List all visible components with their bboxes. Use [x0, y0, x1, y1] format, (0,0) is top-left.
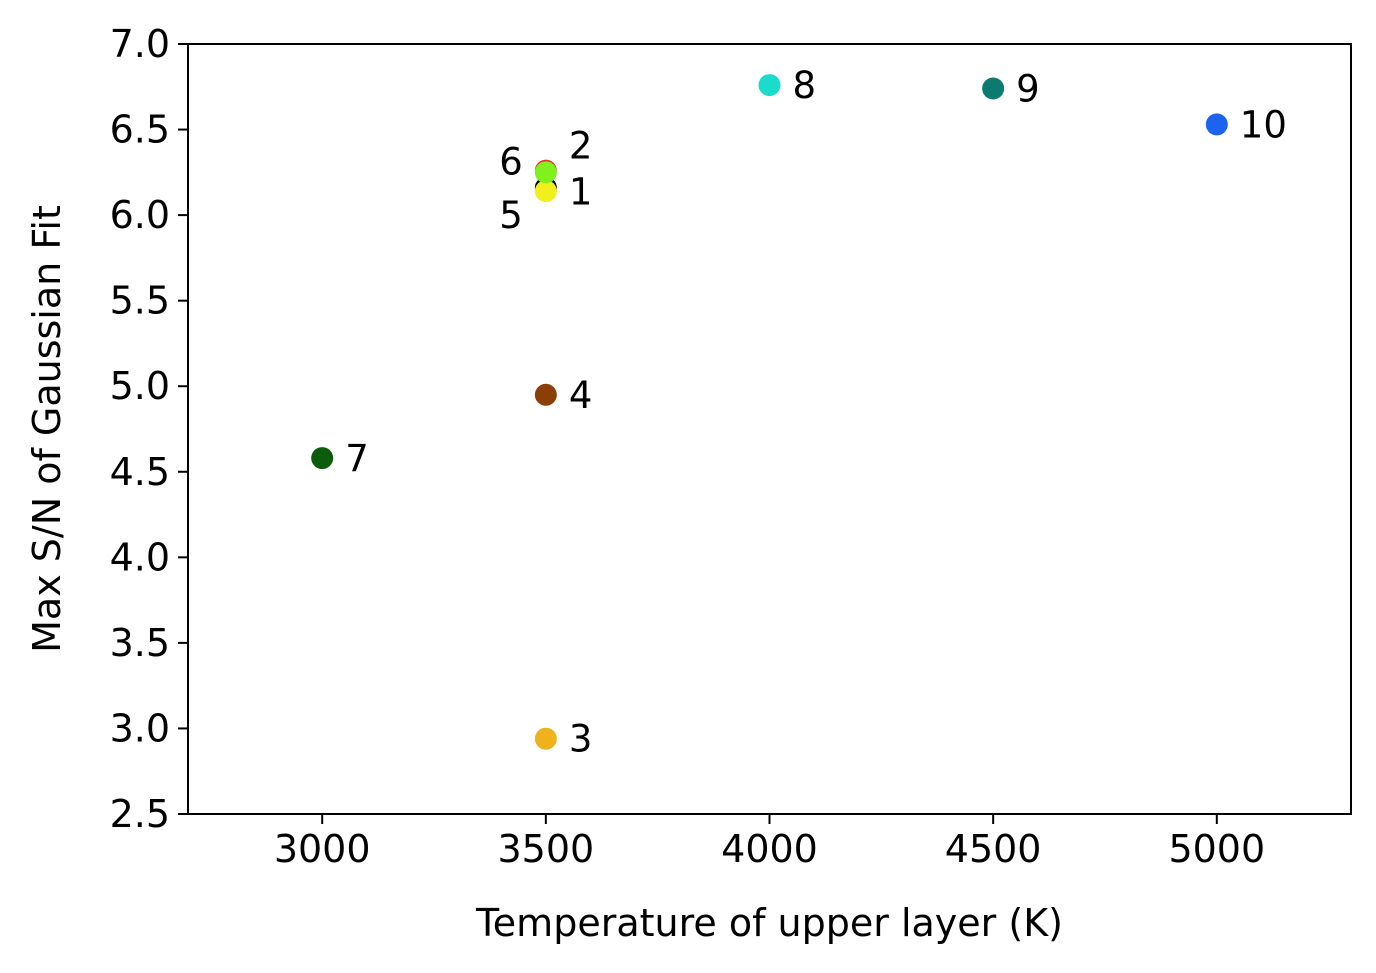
- data-point-label-7: 7: [345, 437, 369, 480]
- data-point-3: [534, 727, 557, 750]
- data-points: [311, 74, 1228, 750]
- x-tick-label: 4500: [945, 827, 1042, 871]
- y-tick-label: 3.0: [110, 706, 170, 750]
- data-point-label-4: 4: [569, 374, 593, 417]
- plot-frame: [187, 43, 1352, 815]
- data-point-label-3: 3: [569, 718, 593, 761]
- data-point-label-2: 2: [569, 125, 593, 168]
- y-tick-label: 3.5: [110, 621, 170, 665]
- data-point-label-9: 9: [1016, 67, 1040, 110]
- data-point-5: [534, 180, 557, 203]
- y-tick-label: 5.0: [110, 364, 170, 408]
- y-tick-label: 2.5: [110, 792, 170, 836]
- data-point-label-5: 5: [499, 194, 523, 237]
- y-tick-label: 4.0: [110, 535, 170, 579]
- x-tick-label: 3500: [497, 827, 594, 871]
- y-tick-label: 7.0: [110, 22, 170, 66]
- y-tick-label: 5.5: [110, 279, 170, 323]
- y-axis: 2.5 3.0 3.5 4.0 4.5 5.0 5.5 6.0 6.5 7.0: [110, 22, 188, 836]
- data-point-label-8: 8: [793, 64, 817, 107]
- data-point-label-1: 1: [569, 171, 593, 214]
- x-axis-label: Temperature of upper layer (K): [475, 901, 1063, 945]
- data-point-7: [311, 447, 334, 470]
- x-tick-label: 5000: [1168, 827, 1265, 871]
- data-point-9: [982, 77, 1005, 100]
- data-point-10: [1205, 113, 1228, 136]
- data-point-label-10: 10: [1240, 103, 1287, 146]
- y-tick-label: 6.5: [110, 108, 170, 152]
- data-point-labels: 12 3 4 5 6 7 8 9 10: [345, 64, 1287, 761]
- y-axis-label: Max S/N of Gaussian Fit: [25, 205, 69, 653]
- y-tick-label: 6.0: [110, 193, 170, 237]
- x-tick-label: 3000: [274, 827, 371, 871]
- y-tick-label: 4.5: [110, 450, 170, 494]
- data-point-label-6: 6: [499, 140, 523, 183]
- x-tick-label: 4000: [721, 827, 818, 871]
- data-point-4: [534, 383, 557, 406]
- x-axis: 3000 3500 4000 4500 5000: [274, 814, 1265, 871]
- data-point-8: [758, 74, 781, 97]
- data-point-6: [534, 161, 557, 184]
